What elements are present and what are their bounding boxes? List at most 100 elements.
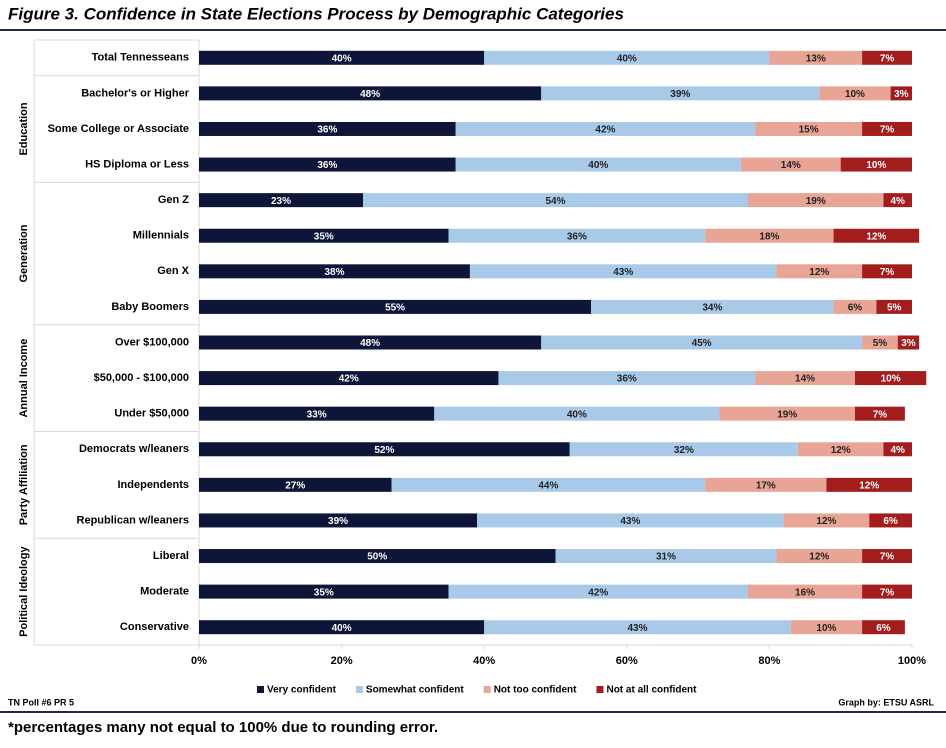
legend-label: Not too confident — [494, 685, 577, 696]
x-tick-label: 0% — [191, 655, 207, 667]
bar-segment — [748, 193, 884, 208]
value-label: 17% — [756, 480, 776, 491]
category-label: $50,000 - $100,000 — [94, 372, 189, 384]
category-label: Millennials — [133, 230, 189, 242]
bar-segment — [705, 228, 834, 243]
group-label: Generation — [18, 224, 30, 282]
value-label: 5% — [887, 303, 902, 314]
bar-segment — [755, 121, 863, 136]
bar-segment — [199, 335, 542, 350]
legend-label: Very confident — [267, 685, 337, 696]
bar-segment — [434, 406, 720, 421]
value-label: 4% — [891, 196, 906, 207]
value-label: 10% — [816, 623, 836, 634]
category-label: Conservative — [120, 621, 189, 633]
value-label: 27% — [285, 480, 305, 491]
legend-label: Somewhat confident — [366, 685, 464, 696]
bar-segment — [883, 442, 912, 457]
category-label: Gen Z — [158, 194, 189, 206]
bar-segment — [199, 228, 449, 243]
bar-segment — [591, 299, 834, 314]
x-tick-label: 20% — [331, 655, 353, 667]
category-label: Under $50,000 — [114, 408, 189, 420]
bar-segment — [455, 121, 756, 136]
value-label: 18% — [759, 231, 779, 242]
value-label: 38% — [324, 267, 344, 278]
bar-segment — [541, 335, 863, 350]
value-label: 19% — [777, 409, 797, 420]
category-label: Liberal — [153, 550, 189, 562]
bar-segment — [862, 549, 912, 564]
value-label: 10% — [845, 89, 865, 100]
value-label: 12% — [816, 516, 836, 527]
bar-segment — [569, 442, 798, 457]
bar-segment — [776, 549, 863, 564]
value-label: 7% — [880, 267, 895, 278]
value-label: 40% — [588, 160, 608, 171]
bar-segment — [448, 228, 706, 243]
bar-segment — [840, 157, 912, 172]
source-right: Graph by: ETSU ASRL — [838, 697, 934, 707]
footnote: *percentages many not equal to 100% due … — [8, 719, 438, 736]
legend-swatch — [483, 686, 491, 693]
value-label: 12% — [866, 231, 886, 242]
bar-segment — [199, 50, 485, 65]
value-label: 40% — [332, 623, 352, 634]
value-label: 6% — [883, 516, 898, 527]
value-label: 14% — [781, 160, 801, 171]
bar-segment — [854, 371, 927, 386]
value-label: 10% — [881, 374, 901, 385]
value-label: 36% — [317, 160, 337, 171]
bar-segment — [199, 86, 542, 101]
value-label: 19% — [806, 196, 826, 207]
category-label: Republican w/leaners — [77, 514, 189, 526]
value-label: 33% — [307, 409, 327, 420]
bar-segment — [748, 584, 863, 599]
category-label: Over $100,000 — [115, 336, 189, 348]
category-label: Moderate — [140, 586, 189, 598]
bar-segment — [199, 477, 392, 492]
bar-segment — [199, 584, 449, 599]
value-label: 55% — [385, 303, 405, 314]
bar-segment — [199, 193, 363, 208]
value-label: 5% — [873, 338, 888, 349]
bar-segment — [862, 620, 905, 635]
value-label: 36% — [567, 231, 587, 242]
bar-segment — [890, 86, 912, 101]
bar-segment — [854, 406, 905, 421]
bar-segment — [484, 50, 770, 65]
bar-segment — [833, 228, 920, 243]
bar-segment — [862, 335, 898, 350]
bar-segment — [776, 264, 863, 279]
bar-segment — [883, 193, 912, 208]
value-label: 15% — [799, 125, 819, 136]
value-label: 12% — [809, 267, 829, 278]
bar-segment — [719, 406, 855, 421]
bar-segment — [705, 477, 827, 492]
value-label: 48% — [360, 89, 380, 100]
group-label: Annual Income — [18, 339, 30, 418]
value-label: 36% — [317, 125, 337, 136]
bar-segment — [199, 157, 456, 172]
category-label: Some College or Associate — [48, 123, 189, 135]
bar-segment — [869, 513, 912, 528]
value-label: 10% — [866, 160, 886, 171]
value-label: 40% — [332, 53, 352, 64]
value-label: 43% — [620, 516, 640, 527]
chart-title: Figure 3. Confidence in State Elections … — [8, 4, 624, 23]
value-label: 52% — [374, 445, 394, 456]
group-label: Political Ideology — [18, 546, 30, 637]
value-label: 12% — [831, 445, 851, 456]
value-label: 7% — [880, 552, 895, 563]
value-label: 42% — [595, 125, 615, 136]
value-label: 40% — [567, 409, 587, 420]
value-label: 31% — [656, 552, 676, 563]
value-label: 40% — [617, 53, 637, 64]
bar-segment — [484, 620, 791, 635]
x-tick-label: 100% — [898, 655, 926, 667]
bar-segment — [790, 620, 863, 635]
bar-segment — [469, 264, 777, 279]
value-label: 14% — [795, 374, 815, 385]
value-label: 7% — [873, 409, 888, 420]
category-label: Gen X — [157, 265, 189, 277]
